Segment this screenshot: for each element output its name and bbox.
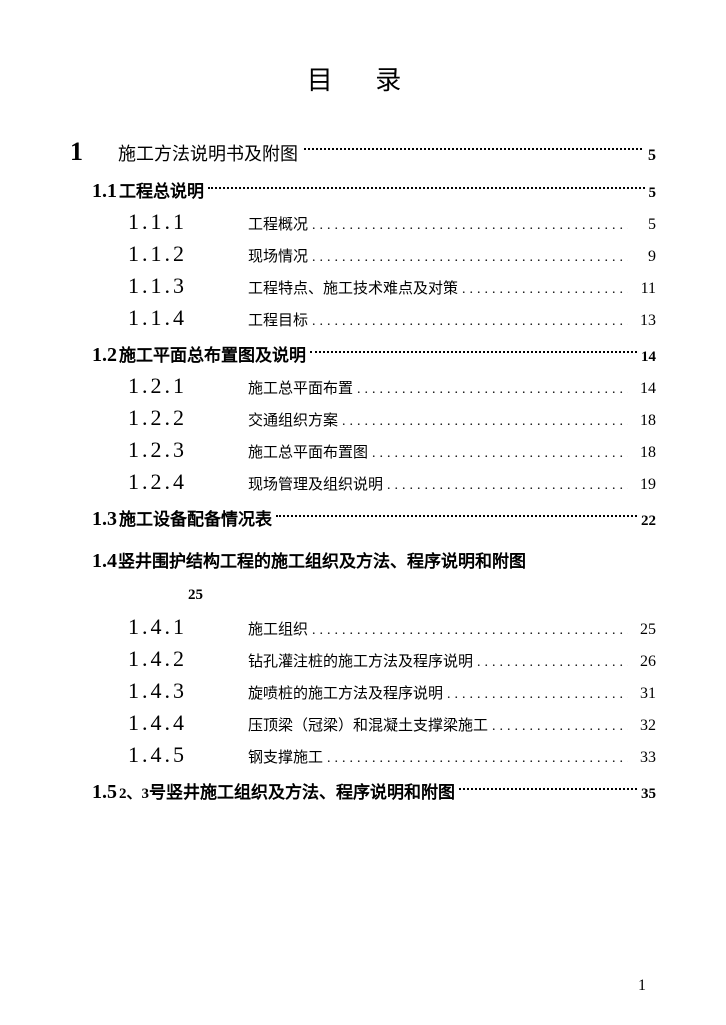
entry-number: 1.4.3 [128,678,248,704]
entry-page: 5 [648,147,656,165]
toc-entry-level3: 1.1.4工程目标...............................… [128,305,656,331]
entry-text: 钢支撑施工 [248,746,323,767]
toc-entry-level2: 1.2施工平面总布置图及说明 14 [92,341,656,367]
toc-entry-level3: 1.4.2钻孔灌注桩的施工方法及程序说明....................… [128,646,656,672]
entry-number: 1.1.4 [128,305,248,331]
leader-dots: ........................................… [357,382,628,398]
page-number: 1 [638,977,646,995]
entry-page: 35 [641,786,656,803]
toc-entry-level3: 1.4.1施工组织...............................… [128,614,656,640]
leader-dots: ........................................… [342,414,628,430]
toc-entry-level3: 1.2.3施工总平面布置图...........................… [128,437,656,463]
entry-page: 31 [632,685,656,703]
entry-number: 1.2.3 [128,437,248,463]
entry-number: 1.5 [92,781,117,804]
entry-page: 25 [632,621,656,639]
toc-entry-level2: 1.52、3 号竖井施工组织及方法、程序说明和附图 35 [92,778,656,804]
leader-dots: ........................................… [477,655,628,671]
leader-dots: ........................................… [387,478,628,494]
toc-entry-level3: 1.2.2交通组织方案.............................… [128,405,656,431]
entry-number: 1.4 [92,550,117,572]
leader-dots: ........................................… [447,687,628,703]
page-title: 目 录 [70,60,656,97]
entry-page: 14 [641,349,656,366]
toc-entry-level1: 1 施工方法说明书及附图 5 [70,137,656,167]
entry-page: 5 [632,216,656,234]
toc-entry-level3: 1.1.3工程特点、施工技术难点及对策.....................… [128,273,656,299]
entry-text: 旋喷桩的施工方法及程序说明 [248,682,443,703]
leader-dots [459,788,637,790]
entry-page: 13 [632,312,656,330]
entry-number: 1.2.2 [128,405,248,431]
entry-text: 工程目标 [248,309,308,330]
entry-text: 号竖井施工组织及方法、程序说明和附图 [149,778,455,803]
toc-entry-level2: 1.1工程总说明 5 [92,177,656,203]
toc-entry-level3: 1.2.4现场管理及组织说明..........................… [128,469,656,495]
leader-dots: ........................................… [372,446,628,462]
entry-page: 14 [632,380,656,398]
entry-text: 现场情况 [248,245,308,266]
toc-entry-level3: 1.4.4压顶梁（冠梁）和混凝土支撑梁施工...................… [128,710,656,736]
entry-page: 5 [649,185,657,202]
entry-number: 1.2.4 [128,469,248,495]
entry-number: 1.1 [92,180,117,203]
leader-dots: ........................................… [312,218,628,234]
toc-entry-level3: 1.1.1工程概况...............................… [128,209,656,235]
entry-number: 1.1.2 [128,241,248,267]
toc-entry-level3: 1.1.2现场情况...............................… [128,241,656,267]
entry-page: 11 [632,280,656,298]
entry-text: 钻孔灌注桩的施工方法及程序说明 [248,650,473,671]
entry-text: 施工组织 [248,618,308,639]
leader-dots [276,515,637,517]
entry-text: 现场管理及组织说明 [248,473,383,494]
entry-text: 工程概况 [248,213,308,234]
entry-page: 22 [641,513,656,530]
toc-entry-level3: 1.2.1施工总平面布置............................… [128,373,656,399]
entry-text: 施工设备配备情况表 [119,505,272,530]
entry-text: 施工方法说明书及附图 [118,140,298,166]
entry-text: 工程特点、施工技术难点及对策 [248,277,458,298]
toc-entry-level2: 1.3施工设备配备情况表 22 [92,505,656,531]
entry-text: 压顶梁（冠梁）和混凝土支撑梁施工 [248,714,488,735]
entry-number: 1.3 [92,508,117,531]
entry-number: 1.2 [92,344,117,367]
entry-number: 1.4.5 [128,742,248,768]
leader-dots: ........................................… [312,250,628,266]
leader-dots: ........................................… [312,314,628,330]
entry-number: 1 [70,137,90,167]
entry-number: 1.2.1 [128,373,248,399]
entry-number: 1.1.3 [128,273,248,299]
entry-text: 工程总说明 [119,177,204,202]
entry-page: 33 [632,749,656,767]
entry-number: 1.1.1 [128,209,248,235]
leader-dots [310,351,637,353]
toc-entry-level3: 1.4.3旋喷桩的施工方法及程序说明......................… [128,678,656,704]
leader-dots [304,148,642,150]
entry-page: 19 [632,476,656,494]
entry-text: 施工总平面布置 [248,377,353,398]
toc-entry-level2: 1.4竖井围护结构工程的施工组织及方法、程序说明和附图 [92,547,656,573]
table-of-contents: 1施工方法说明书及附图51.1工程总说明51.1.1工程概况..........… [70,137,656,804]
entry-page: 18 [632,444,656,462]
entry-page: 9 [632,248,656,266]
entry-text: 施工平面总布置图及说明 [119,341,306,366]
entry-text: 施工总平面布置图 [248,441,368,462]
entry-page: 26 [632,653,656,671]
leader-dots: ........................................… [327,751,628,767]
leader-dots: ........................................… [312,623,628,639]
toc-entry-level3: 1.4.5钢支撑施工..............................… [128,742,656,768]
entry-text: 交通组织方案 [248,409,338,430]
entry-page: 18 [632,412,656,430]
entry-page: 32 [632,717,656,735]
entry-text: 竖井围护结构工程的施工组织及方法、程序说明和附图 [118,552,526,571]
leader-dots: ........................................… [492,719,628,735]
entry-number: 1.4.1 [128,614,248,640]
entry-page-suffix: 25 [188,587,656,604]
entry-number: 1.4.2 [128,646,248,672]
entry-number: 1.4.4 [128,710,248,736]
entry-text: 2、3 [119,782,149,803]
leader-dots [208,187,645,189]
leader-dots: ........................................… [462,282,628,298]
